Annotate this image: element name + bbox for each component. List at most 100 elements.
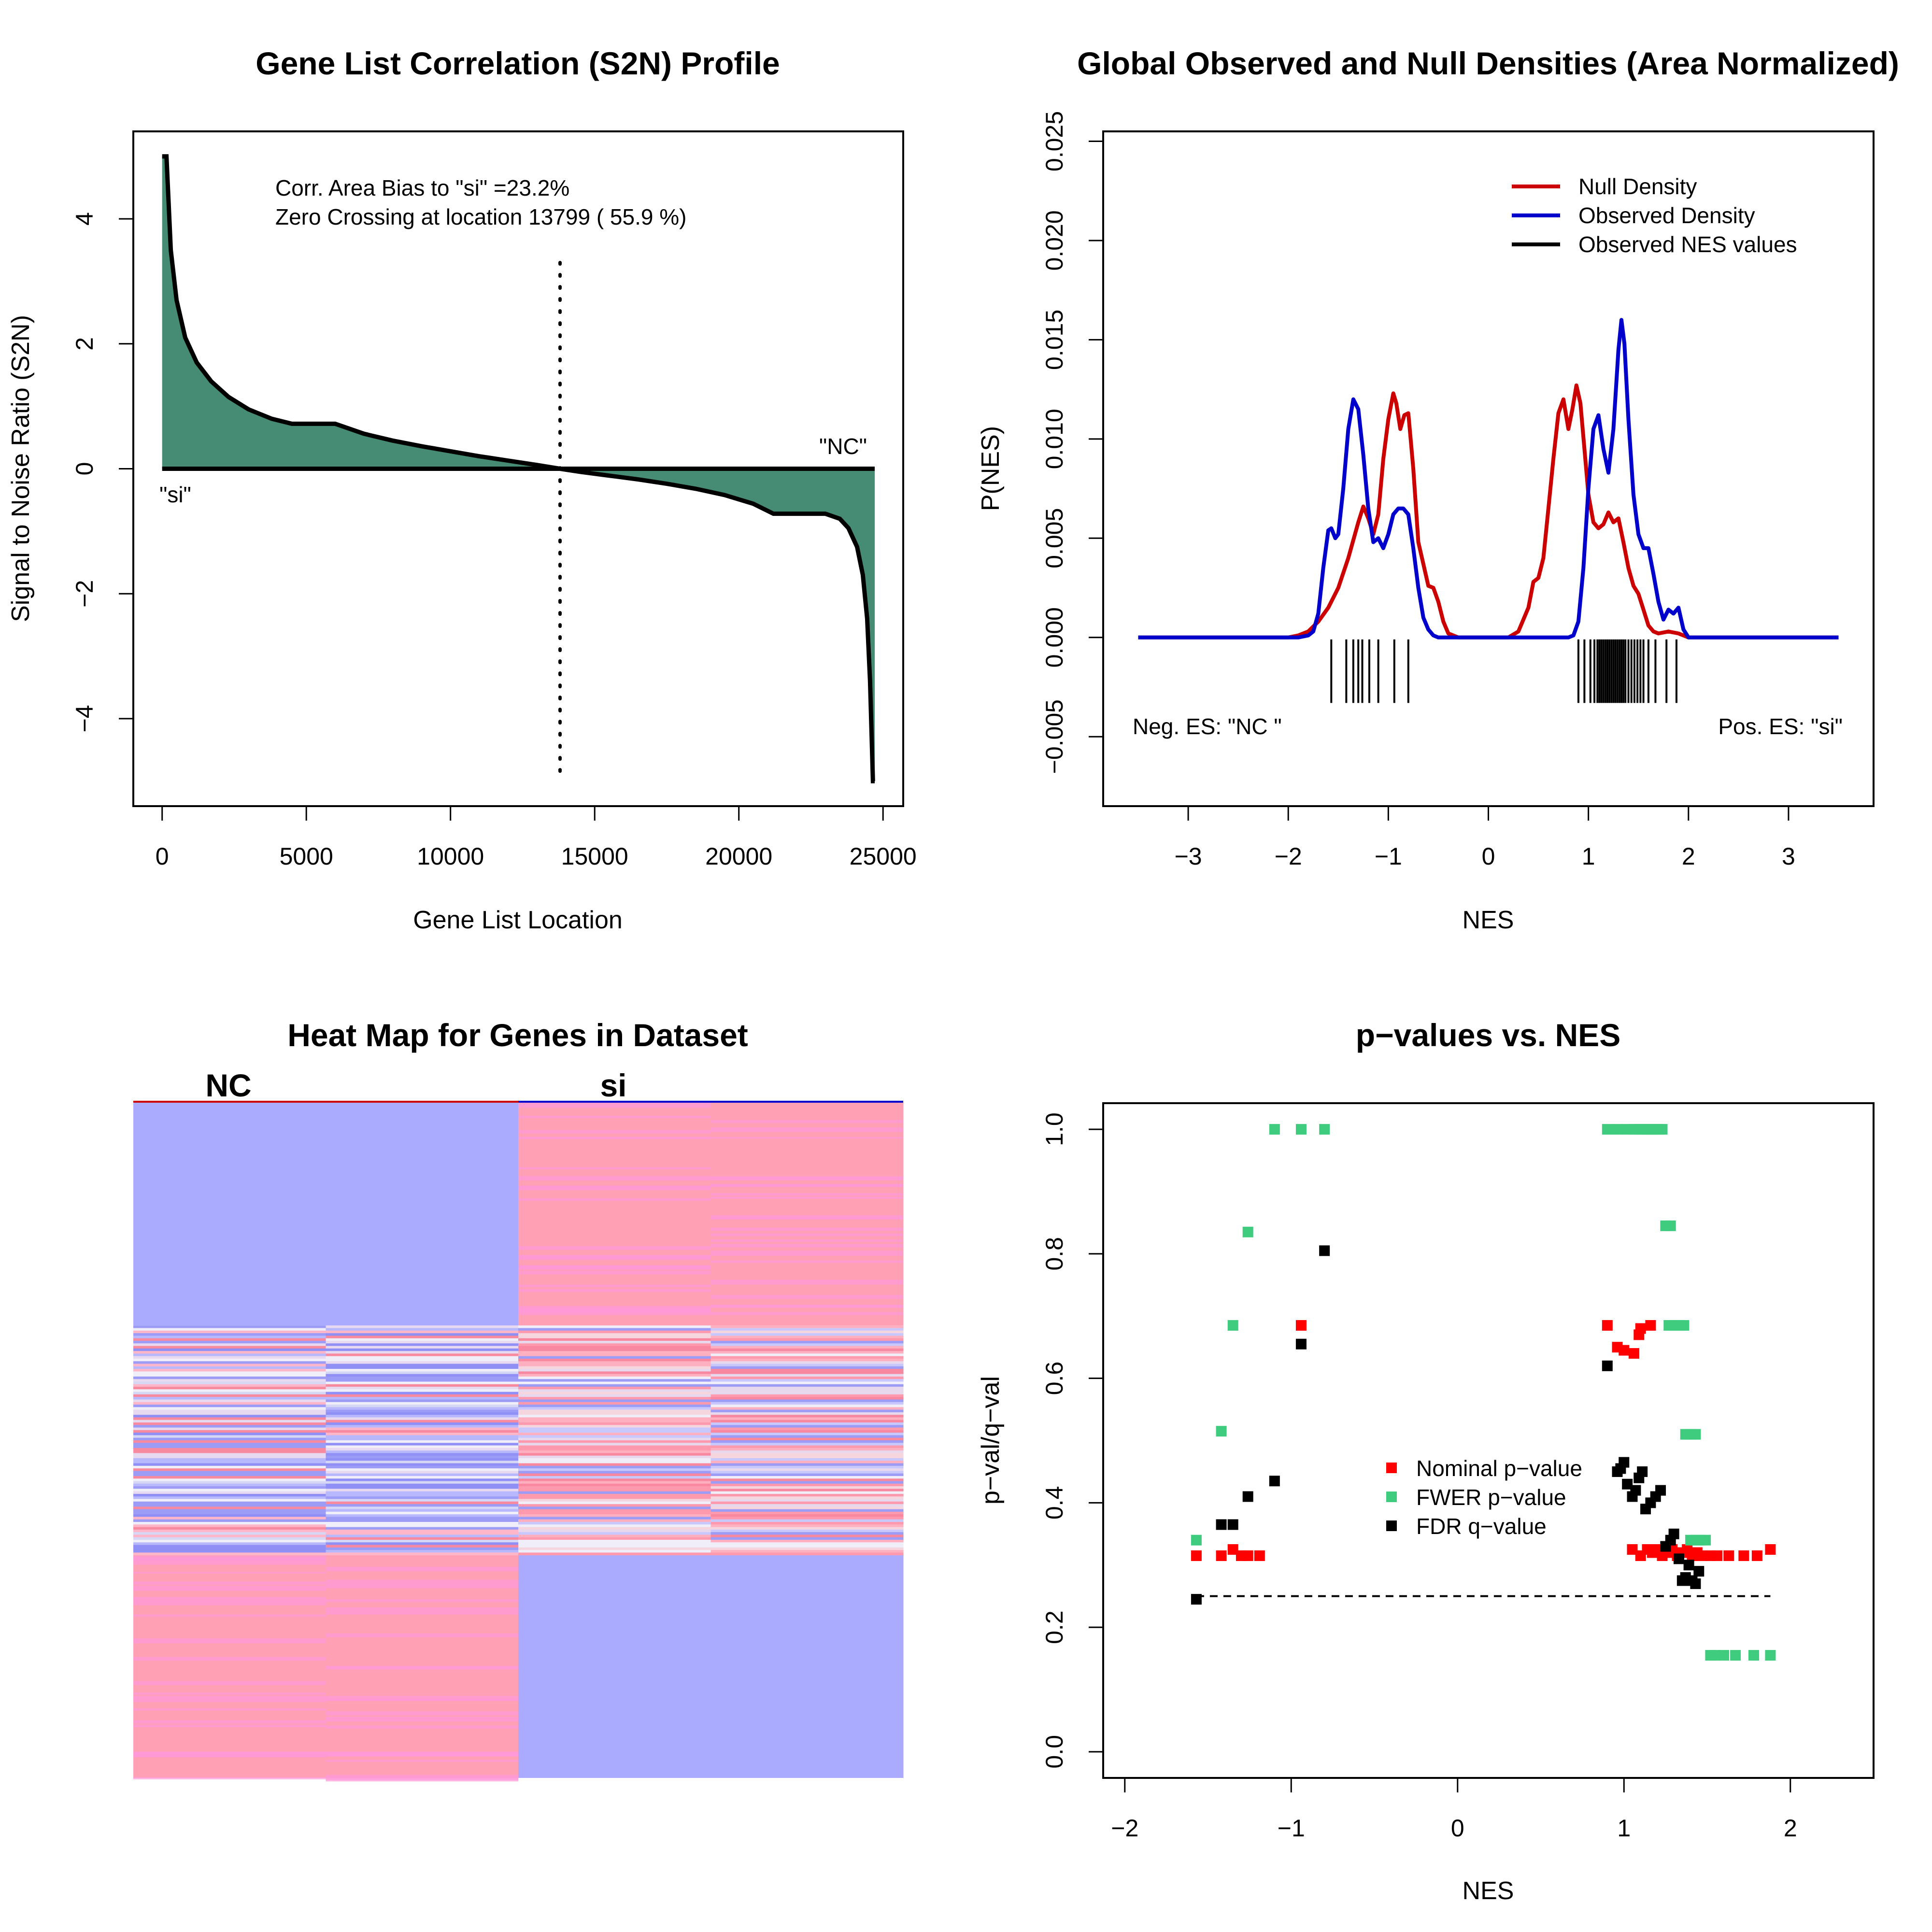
heatmap-mixed-cell	[133, 1437, 326, 1441]
heatmap-mixed-cell	[518, 1412, 711, 1415]
heatmap-mixed-cell	[710, 1527, 904, 1530]
densities-x-tick-label: −1	[1375, 843, 1402, 870]
s2n-x-axis: 0 5000 10000 15000 20000 25000	[156, 805, 917, 870]
nominal-pvalue-point	[1751, 1550, 1762, 1561]
heatmap-mixed-cell	[518, 1448, 711, 1451]
heatmap-mixed-cell	[326, 1532, 519, 1535]
s2n-y-tick-label: 4	[71, 212, 98, 226]
heatmap-mixed-cell	[133, 1351, 326, 1354]
heatmap-mixed-cell	[710, 1550, 904, 1553]
heatmap-mixed-cell	[518, 1353, 711, 1357]
heatmap-mixed-cell	[326, 1379, 519, 1382]
heatmap-row-stripe	[326, 1666, 518, 1670]
heatmap-mixed-cell	[326, 1529, 519, 1533]
heatmap-mixed-cell	[710, 1422, 904, 1425]
heatmap-mixed-cell	[518, 1471, 711, 1474]
heatmap-mixed-cell	[326, 1374, 519, 1377]
densities-y-tick-label: 0.000	[1041, 607, 1068, 668]
heatmap-row-stripe	[133, 1751, 326, 1754]
nominal-pvalue-point	[1697, 1550, 1708, 1561]
heatmap-mixed-cell	[518, 1489, 711, 1492]
nominal-pvalue-point	[1619, 1345, 1630, 1356]
heatmap-mixed-cell	[710, 1519, 904, 1522]
heatmap-mixed-cell	[326, 1522, 519, 1525]
heatmap-mixed-cell	[518, 1338, 711, 1341]
heatmap-row-stripe	[133, 1556, 326, 1561]
fdr-qvalue-point	[1319, 1245, 1330, 1256]
heatmap-mixed-cell	[710, 1468, 904, 1471]
heatmap-mixed-cell	[710, 1425, 904, 1428]
heatmap-mixed-cell	[326, 1463, 519, 1466]
heatmap-mixed-cell	[133, 1519, 326, 1522]
heatmap-row-stripe	[326, 1599, 518, 1602]
heatmap-row-stripe	[518, 1103, 711, 1108]
heatmap-mixed-cell	[133, 1468, 326, 1471]
heatmap-mixed-cell	[518, 1450, 711, 1453]
heatmap-mixed-cell	[518, 1527, 711, 1530]
fwer-pvalue-point	[1295, 1124, 1307, 1135]
heatmap-mixed-cell	[326, 1409, 519, 1413]
pvalues-legend: Nominal p−value FWER p−value FDR q−value	[1386, 1456, 1582, 1539]
heatmap-mixed-cell	[518, 1504, 711, 1507]
heatmap-mixed-cell	[326, 1511, 519, 1515]
heatmap-mixed-cell	[133, 1493, 326, 1497]
heatmap-mixed-cell	[326, 1537, 519, 1540]
densities-y-axis: −0.005 0.000 0.005 0.010 0.015 0.020 0.025	[1041, 111, 1104, 774]
fwer-pvalue-point	[1700, 1534, 1711, 1546]
s2n-plot-area	[162, 154, 875, 783]
densities-y-tick-label: 0.020	[1041, 210, 1068, 270]
heatmap-mixed-cell	[518, 1481, 711, 1484]
densities-y-tick-label: 0.025	[1041, 111, 1068, 171]
heatmap-mixed-cell	[518, 1550, 711, 1553]
heatmap-row-stripe	[518, 1185, 711, 1189]
heatmap-mixed-cell	[710, 1491, 904, 1494]
heatmap-mixed-cell	[710, 1405, 904, 1407]
heatmap-mixed-cell	[133, 1405, 326, 1407]
heatmap-row-stripe	[326, 1566, 518, 1571]
heatmap-row-stripe	[710, 1239, 903, 1242]
heatmap-mixed-cell	[133, 1415, 326, 1418]
heatmap-row-stripe	[518, 1130, 711, 1134]
heatmap-mixed-cell	[518, 1463, 711, 1466]
heatmap-mixed-cell	[133, 1443, 326, 1446]
heatmap-row-stripe	[133, 1586, 326, 1591]
heatmap-mixed-cell	[518, 1369, 711, 1372]
s2n-x-tick-label: 15000	[561, 843, 628, 870]
heatmap-mixed-cell	[133, 1417, 326, 1421]
pvalues-plot-area	[1191, 1124, 1776, 1661]
heatmap-row-stripe	[326, 1775, 518, 1780]
densities-x-tick-label: −2	[1275, 843, 1302, 870]
heatmap-mixed-cell	[133, 1453, 326, 1456]
heatmap-mixed-cell	[710, 1330, 904, 1334]
heatmap-mixed-cell	[133, 1361, 326, 1364]
heatmap-mixed-cell	[710, 1552, 904, 1556]
heatmap-mixed-cell	[518, 1483, 711, 1487]
heatmap-mixed-cell	[518, 1387, 711, 1390]
legend-swatch-fwer	[1386, 1492, 1397, 1502]
heatmap-mixed-cell	[133, 1509, 326, 1512]
nominal-pvalue-point	[1635, 1323, 1646, 1334]
heatmap-row-stripe	[326, 1607, 518, 1611]
heatmap-mixed-cell	[133, 1552, 326, 1556]
heatmap-mixed-cell	[518, 1333, 711, 1336]
heatmap-row-stripe	[518, 1306, 711, 1311]
heatmap-mixed-cell	[518, 1491, 711, 1494]
heatmap-mixed-cell	[710, 1517, 904, 1520]
fwer-pvalue-point	[1710, 1650, 1721, 1661]
heatmap-mixed-cell	[710, 1440, 904, 1443]
heatmap-mixed-cell	[133, 1514, 326, 1517]
densities-legend: Null Density Observed Density Observed N…	[1512, 174, 1797, 257]
heatmap-block-cell	[518, 1555, 711, 1778]
heatmap-mixed-cell	[326, 1330, 519, 1334]
heatmap-mixed-cell	[133, 1384, 326, 1387]
heatmap-mixed-cell	[133, 1343, 326, 1347]
heatmap-mixed-cell	[710, 1496, 904, 1499]
heatmap-mixed-cell	[710, 1545, 904, 1548]
heatmap-block-cell	[710, 1555, 904, 1778]
s2n-area-bias-note: Corr. Area Bias to "si" =23.2%	[275, 175, 569, 200]
pvalues-x-axis: −2 −1 0 1 2	[1111, 1777, 1797, 1842]
fdr-qvalue-point	[1216, 1519, 1227, 1530]
heatmap-mixed-cell	[518, 1335, 711, 1339]
heatmap-row-stripe	[133, 1560, 326, 1565]
heatmap-mixed-cell	[710, 1435, 904, 1438]
